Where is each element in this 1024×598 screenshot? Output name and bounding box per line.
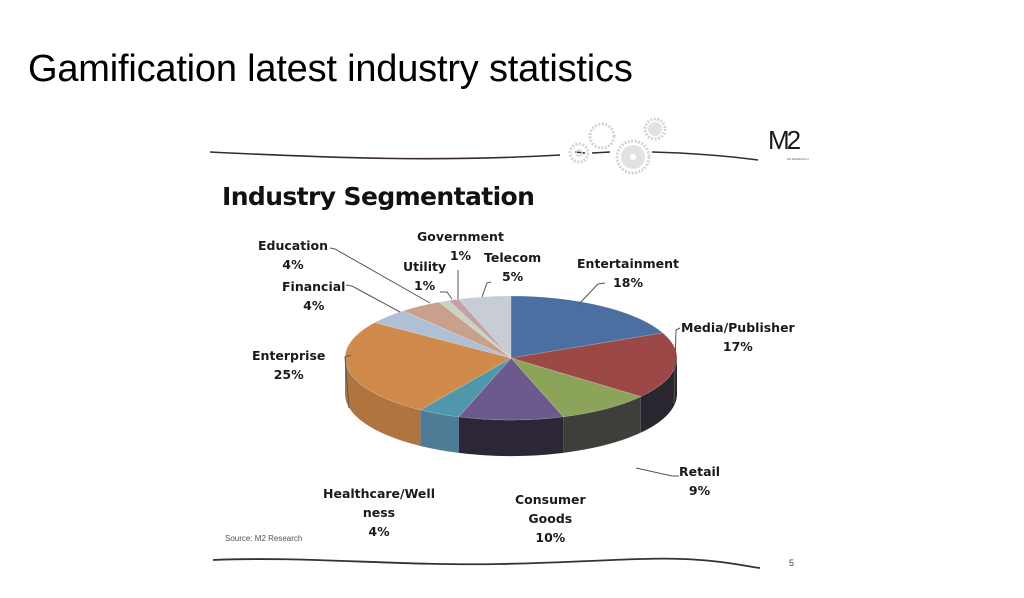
- label-financial: Financial 4%: [282, 279, 346, 313]
- label-entertainment: Entertainment 18%: [577, 256, 680, 290]
- label-healthcare-wellness: Healthcare/Well ness 4%: [323, 486, 435, 539]
- page-number: 5: [789, 558, 795, 568]
- m2-logo: M2: [768, 125, 801, 155]
- pie-side-retail: [563, 396, 641, 453]
- source-note: Source: M2 Research: [225, 534, 303, 543]
- label-utility: Utility 1%: [403, 259, 447, 293]
- pie-side-enterprise: [345, 358, 421, 446]
- pie-slice-entertainment: [510, 295, 664, 359]
- label-government: Government 1%: [417, 229, 504, 263]
- label-retail: Retail 9%: [679, 464, 721, 498]
- pie-slice-healthcare-wellness: [419, 357, 512, 418]
- pie-slice-utility: [438, 300, 512, 359]
- m2-logo-subtext: M2 RESEARCH: [787, 157, 809, 161]
- pie-side-media-publisher: [640, 358, 677, 433]
- label-enterprise: Enterprise 25%: [252, 348, 326, 382]
- pie-slice-education: [402, 301, 512, 359]
- pie-side-consumer-goods: [458, 416, 564, 456]
- pie-slice-telecom: [458, 295, 512, 359]
- pie-slice-consumer-goods: [458, 357, 564, 421]
- label-consumer-goods: Consumer Goods 10%: [515, 492, 586, 545]
- label-media-publisher: Media/Publisher 17%: [681, 320, 795, 354]
- label-telecom: Telecom 5%: [484, 250, 542, 284]
- pie-slice-enterprise: [344, 322, 512, 411]
- label-education: Education 4%: [258, 238, 328, 272]
- pie-slice-government: [448, 298, 512, 359]
- chart-title: Industry Segmentation: [222, 182, 535, 211]
- pie-slice-media-publisher: [510, 332, 678, 397]
- pie-slice-financial: [374, 310, 512, 359]
- slide-title: Gamification latest industry statistics: [28, 48, 633, 90]
- gear-icon: [568, 117, 667, 175]
- pie-slice-retail: [510, 357, 642, 418]
- pie-side-healthcare-wellness: [420, 409, 459, 453]
